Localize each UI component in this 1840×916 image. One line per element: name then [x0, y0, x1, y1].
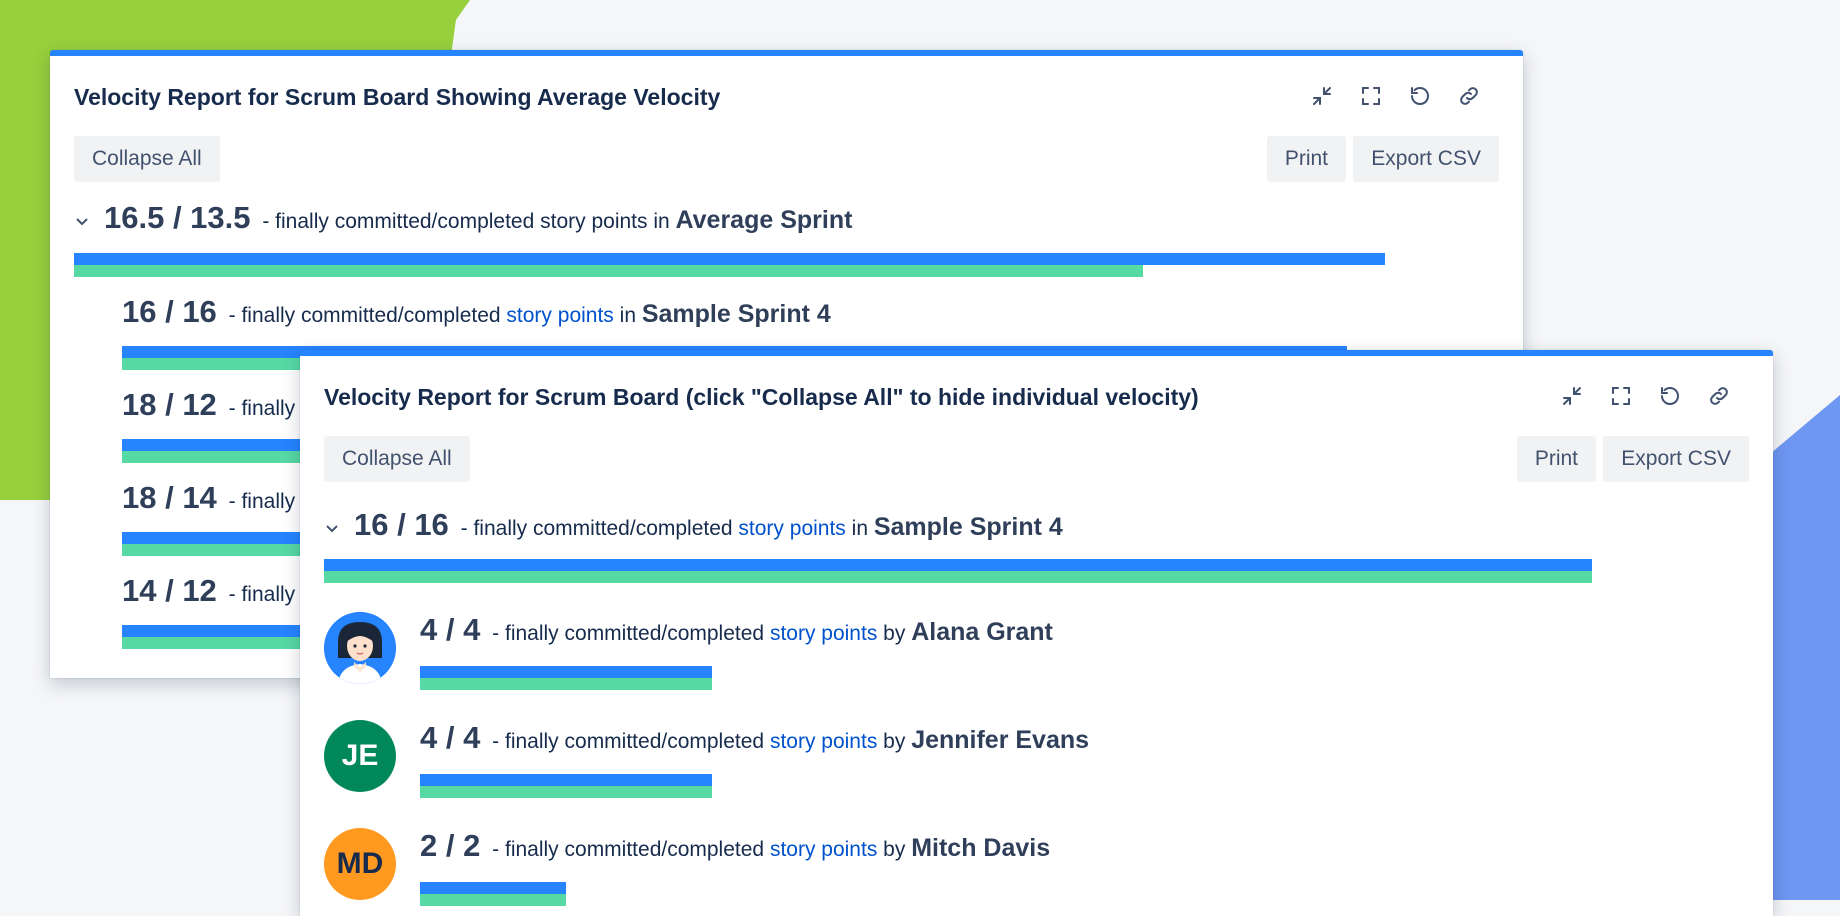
velocity-report-panel-individual: Velocity Report for Scrum Board (click "… — [300, 350, 1773, 916]
completed-bar — [324, 571, 1592, 583]
velocity-description: - finally committed/completed — [486, 730, 770, 753]
summary-row: 16 / 16 - finally committed/completed st… — [324, 507, 1063, 543]
summary-row: 16.5 / 13.5 - finally committed/complete… — [74, 200, 852, 236]
fullscreen-icon[interactable] — [1607, 382, 1635, 410]
person-row: 2 / 2 - finally committed/completed stor… — [420, 828, 1050, 864]
velocity-value: 4 / 4 — [420, 612, 481, 647]
collapse-all-button[interactable]: Collapse All — [74, 136, 220, 182]
story-points-link[interactable]: story points — [769, 622, 878, 645]
refresh-icon[interactable] — [1656, 382, 1684, 410]
connector-text: by — [877, 622, 912, 645]
connector-text: in — [845, 517, 874, 540]
velocity-value: 2 / 2 — [420, 828, 481, 863]
committed-bar — [122, 532, 322, 544]
velocity-description: - finally committed/completed — [454, 517, 739, 540]
fullscreen-icon[interactable] — [1357, 82, 1385, 110]
refresh-icon[interactable] — [1406, 82, 1434, 110]
person-row: 4 / 4 - finally committed/completed stor… — [420, 720, 1089, 756]
connector-text: by — [877, 730, 912, 753]
velocity-description: - finally c — [222, 490, 312, 513]
completed-bar — [420, 894, 566, 906]
sprint-row: 18 / 14 - finally c — [122, 480, 312, 516]
sprint-name: Average Sprint — [675, 206, 853, 234]
avatar-mitch-davis: MD — [324, 828, 396, 900]
export-csv-button[interactable]: Export CSV — [1603, 436, 1749, 482]
committed-bar — [420, 666, 712, 678]
panel-toolbar — [1558, 382, 1733, 410]
chevron-down-icon[interactable] — [324, 520, 344, 541]
panel-toolbar — [1308, 82, 1483, 110]
person-name: Alana Grant — [911, 618, 1053, 646]
completed-bar — [122, 544, 322, 556]
collapse-all-button[interactable]: Collapse All — [324, 436, 470, 482]
minimize-icon[interactable] — [1558, 382, 1586, 410]
velocity-description: - finally committed/completed — [486, 838, 770, 861]
committed-bar — [420, 774, 712, 786]
velocity-description: - finally c — [222, 397, 312, 420]
completed-bar — [122, 637, 322, 649]
story-points-link[interactable]: story points — [769, 838, 878, 861]
story-points-link[interactable]: story points — [738, 517, 846, 540]
committed-bar — [122, 439, 322, 451]
person-name: Mitch Davis — [911, 834, 1051, 862]
velocity-value: 16 / 16 — [354, 507, 449, 542]
velocity-description: - finally committed/completed — [486, 622, 770, 645]
committed-bar — [420, 882, 566, 894]
sprint-name: Sample Sprint 4 — [641, 300, 831, 328]
person-name: Jennifer Evans — [911, 726, 1090, 754]
completed-bar — [420, 786, 712, 798]
story-points-link[interactable]: story points — [769, 730, 878, 753]
velocity-value: 18 / 14 — [122, 480, 217, 515]
completed-bar — [122, 451, 322, 463]
story-points-link[interactable]: story points — [506, 304, 614, 327]
link-icon[interactable] — [1705, 382, 1733, 410]
minimize-icon[interactable] — [1308, 82, 1336, 110]
committed-bar — [324, 559, 1592, 571]
completed-bar — [74, 265, 1143, 277]
velocity-value: 16 / 16 — [122, 294, 217, 329]
sprint-row: 18 / 12 - finally c — [122, 387, 312, 423]
connector-text: by — [877, 838, 912, 861]
background-blue-shape — [1768, 395, 1840, 900]
link-icon[interactable] — [1455, 82, 1483, 110]
committed-bar — [122, 625, 322, 637]
panel-title: Velocity Report for Scrum Board Showing … — [74, 84, 721, 110]
connector-text: in — [613, 304, 642, 327]
person-row: 4 / 4 - finally committed/completed stor… — [420, 612, 1053, 648]
committed-bar — [74, 253, 1385, 265]
velocity-description: - finally committed/completed story poin… — [256, 210, 676, 233]
panel-title: Velocity Report for Scrum Board (click "… — [324, 384, 1199, 410]
avatar-alana-grant — [324, 612, 396, 684]
user-photo-icon — [324, 612, 396, 684]
print-button[interactable]: Print — [1516, 436, 1596, 482]
sprint-row: 14 / 12 - finally c — [122, 573, 312, 609]
velocity-description: - finally c — [222, 583, 312, 606]
velocity-description: - finally committed/completed — [222, 304, 507, 327]
completed-bar — [420, 678, 712, 690]
avatar-jennifer-evans: JE — [324, 720, 396, 792]
velocity-value: 14 / 12 — [122, 573, 217, 608]
print-button[interactable]: Print — [1266, 136, 1346, 182]
sprint-name: Sample Sprint 4 — [873, 513, 1063, 541]
export-csv-button[interactable]: Export CSV — [1353, 136, 1499, 182]
velocity-value: 18 / 12 — [122, 387, 217, 422]
velocity-value: 4 / 4 — [420, 720, 481, 755]
chevron-down-icon[interactable] — [74, 213, 94, 234]
sprint-row: 16 / 16 - finally committed/completed st… — [122, 294, 831, 330]
velocity-value: 16.5 / 13.5 — [104, 200, 251, 235]
